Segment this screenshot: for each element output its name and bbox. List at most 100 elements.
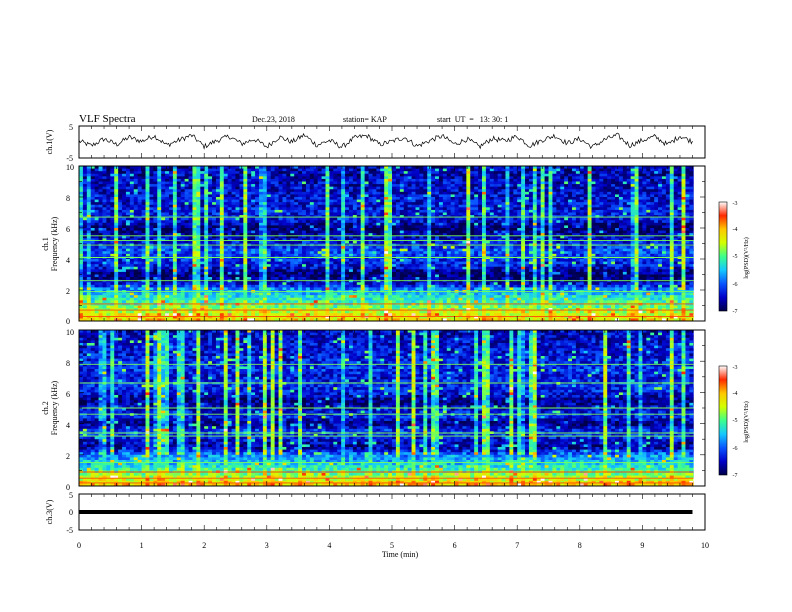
spectrogram-cell bbox=[642, 181, 647, 185]
spectrogram-cell bbox=[384, 197, 389, 200]
spectrogram-cell bbox=[129, 199, 135, 203]
spectrogram-cell bbox=[118, 184, 123, 188]
spectrogram-cell bbox=[231, 171, 236, 175]
spectrogram-cell bbox=[642, 238, 647, 242]
spectrogram-cell bbox=[634, 197, 639, 200]
spectrogram-cell bbox=[266, 225, 272, 229]
spectrogram-cell bbox=[153, 235, 158, 239]
spectrogram-cell bbox=[544, 204, 549, 208]
spectrogram-cell bbox=[544, 189, 549, 193]
spectrogram-cell bbox=[247, 228, 252, 231]
spectrogram-cell bbox=[298, 194, 303, 198]
spectrogram-cell bbox=[133, 189, 139, 193]
spectrogram-cell bbox=[262, 215, 268, 219]
spectrogram-cell bbox=[266, 215, 272, 219]
spectrogram-cell bbox=[212, 225, 217, 229]
spectrogram-cell bbox=[302, 181, 307, 185]
spectrogram-cell bbox=[337, 186, 342, 190]
spectrogram-cell bbox=[106, 209, 111, 213]
spectrogram-cell bbox=[599, 233, 604, 237]
header-station: station= KAP bbox=[343, 115, 387, 124]
spectrogram-cell bbox=[239, 202, 244, 206]
spectrogram-cell bbox=[575, 228, 581, 231]
spectrogram-cell bbox=[587, 171, 592, 175]
spectrogram-cell bbox=[575, 186, 581, 190]
spectrogram-cell bbox=[168, 166, 174, 169]
spectrogram-cell bbox=[286, 220, 291, 224]
spectrogram-cell bbox=[505, 204, 510, 208]
spectrogram-cell bbox=[125, 212, 131, 216]
spectrogram-cell bbox=[528, 171, 534, 175]
spectrogram-cell bbox=[481, 197, 487, 200]
spectrogram-cell bbox=[86, 209, 92, 213]
spectrogram-cell bbox=[82, 230, 88, 234]
spectrogram-cell bbox=[525, 168, 530, 172]
spectrogram-cell bbox=[607, 225, 612, 229]
spectrogram-cell bbox=[231, 217, 236, 221]
spectrogram-cell bbox=[360, 230, 366, 234]
spectrogram-cell bbox=[356, 217, 362, 221]
spectrogram-cell bbox=[153, 233, 158, 237]
spectrogram-cell bbox=[235, 199, 240, 203]
spectrogram-cell bbox=[161, 230, 166, 234]
spectrogram-cell bbox=[305, 233, 311, 237]
spectrogram-cell bbox=[110, 199, 115, 203]
spectrogram-cell bbox=[423, 173, 428, 177]
spectrogram-cell bbox=[626, 212, 632, 216]
spectrogram-cell bbox=[356, 202, 362, 206]
spectrogram-cell bbox=[141, 197, 146, 200]
spectrogram-cell bbox=[454, 238, 459, 242]
spectrogram-cell bbox=[255, 181, 260, 185]
spectrogram-cell bbox=[165, 199, 170, 203]
spectrogram-cell bbox=[532, 222, 538, 226]
spectrogram-cell bbox=[446, 184, 452, 188]
spectrogram-cell bbox=[274, 176, 279, 180]
spectrogram-cell bbox=[372, 191, 377, 195]
spectrogram-cell bbox=[431, 207, 436, 211]
spectrogram-cell bbox=[106, 230, 111, 234]
spectrogram-cell bbox=[407, 189, 412, 193]
spectrogram-cell bbox=[94, 240, 99, 244]
spectrogram-cell bbox=[419, 215, 424, 219]
spectrogram-cell bbox=[168, 235, 174, 239]
spectrogram-cell bbox=[571, 181, 577, 185]
spectrogram-cell bbox=[528, 186, 534, 190]
spectrogram-cell bbox=[564, 222, 569, 226]
spectrogram-cell bbox=[454, 228, 459, 231]
spectrogram-cell bbox=[333, 194, 338, 198]
spectrogram-cell bbox=[646, 204, 651, 208]
spectrogram-cell bbox=[595, 186, 600, 190]
spectrogram-cell bbox=[497, 194, 502, 198]
spectrogram-cell bbox=[102, 222, 107, 226]
spectrogram-cell bbox=[141, 235, 146, 239]
spectrogram-cell bbox=[564, 168, 569, 172]
spectrogram-cell bbox=[274, 209, 279, 213]
spectrogram-cell bbox=[325, 178, 330, 182]
spectrogram-cell bbox=[106, 240, 111, 244]
spectrogram-cell bbox=[673, 202, 679, 206]
spectrogram-cell bbox=[497, 197, 502, 200]
spectrogram-cell bbox=[196, 199, 201, 203]
spectrogram-cell bbox=[262, 197, 268, 200]
spectrogram-cell bbox=[438, 217, 444, 221]
spectrogram-cell bbox=[82, 212, 88, 216]
spectrogram-cell bbox=[427, 238, 432, 242]
spectrogram-cell bbox=[642, 178, 647, 182]
spectrogram-cell bbox=[532, 233, 538, 237]
spectrogram-cell bbox=[658, 197, 663, 200]
spectrogram-cell bbox=[313, 186, 319, 190]
spectrogram-cell bbox=[392, 178, 397, 182]
spectrogram-cell bbox=[149, 230, 154, 234]
spectrogram-cell bbox=[360, 215, 366, 219]
spectrogram-cell bbox=[90, 186, 96, 190]
spectrogram-cell bbox=[317, 168, 322, 172]
spectrogram-cell bbox=[384, 222, 389, 226]
spectrogram-cell bbox=[270, 212, 276, 216]
spectrogram-cell bbox=[82, 194, 88, 198]
spectrogram-cell bbox=[329, 168, 334, 172]
spectrogram-cell bbox=[302, 202, 307, 206]
spectrogram-cell bbox=[329, 191, 334, 195]
spectrogram-cell bbox=[568, 240, 573, 244]
spectrogram-cell bbox=[348, 176, 354, 180]
spectrogram-cell bbox=[106, 168, 111, 172]
